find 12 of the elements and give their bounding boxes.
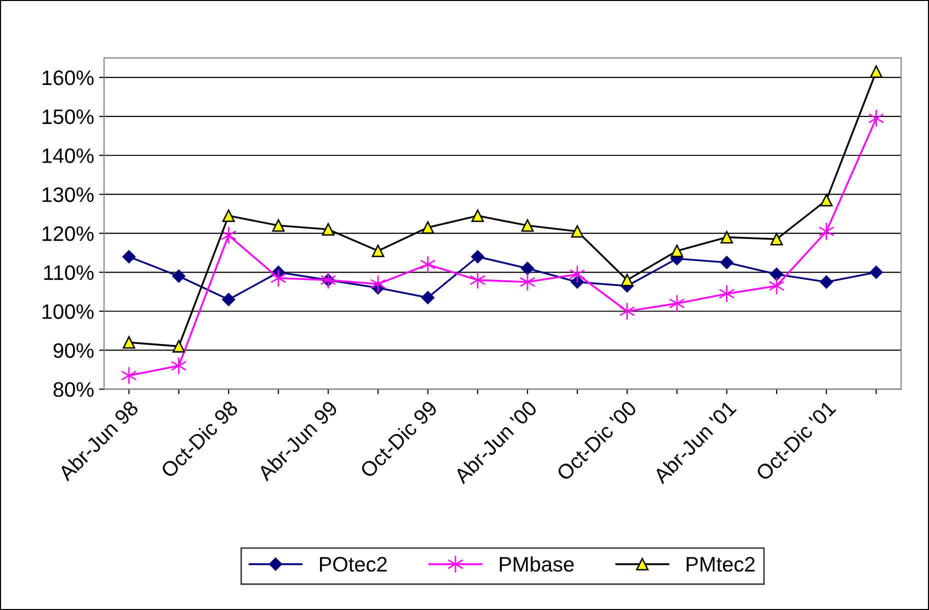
y-tick-label: 120%: [42, 226, 94, 242]
y-tick-label: 100%: [42, 304, 94, 319]
y-tick-label: 130%: [42, 187, 94, 202]
legend-label: PMbase: [500, 556, 574, 572]
y-tick-label: 150%: [42, 109, 94, 124]
y-tick-label: 90%: [54, 343, 94, 358]
y-tick-label: 160%: [42, 70, 94, 86]
legend-label: POtec2: [320, 556, 387, 572]
y-tick-label: 80%: [54, 382, 94, 397]
legend-label: PMtec2: [686, 556, 755, 572]
y-tick-label: 110%: [44, 265, 94, 280]
y-tick-label: 140%: [42, 148, 94, 164]
